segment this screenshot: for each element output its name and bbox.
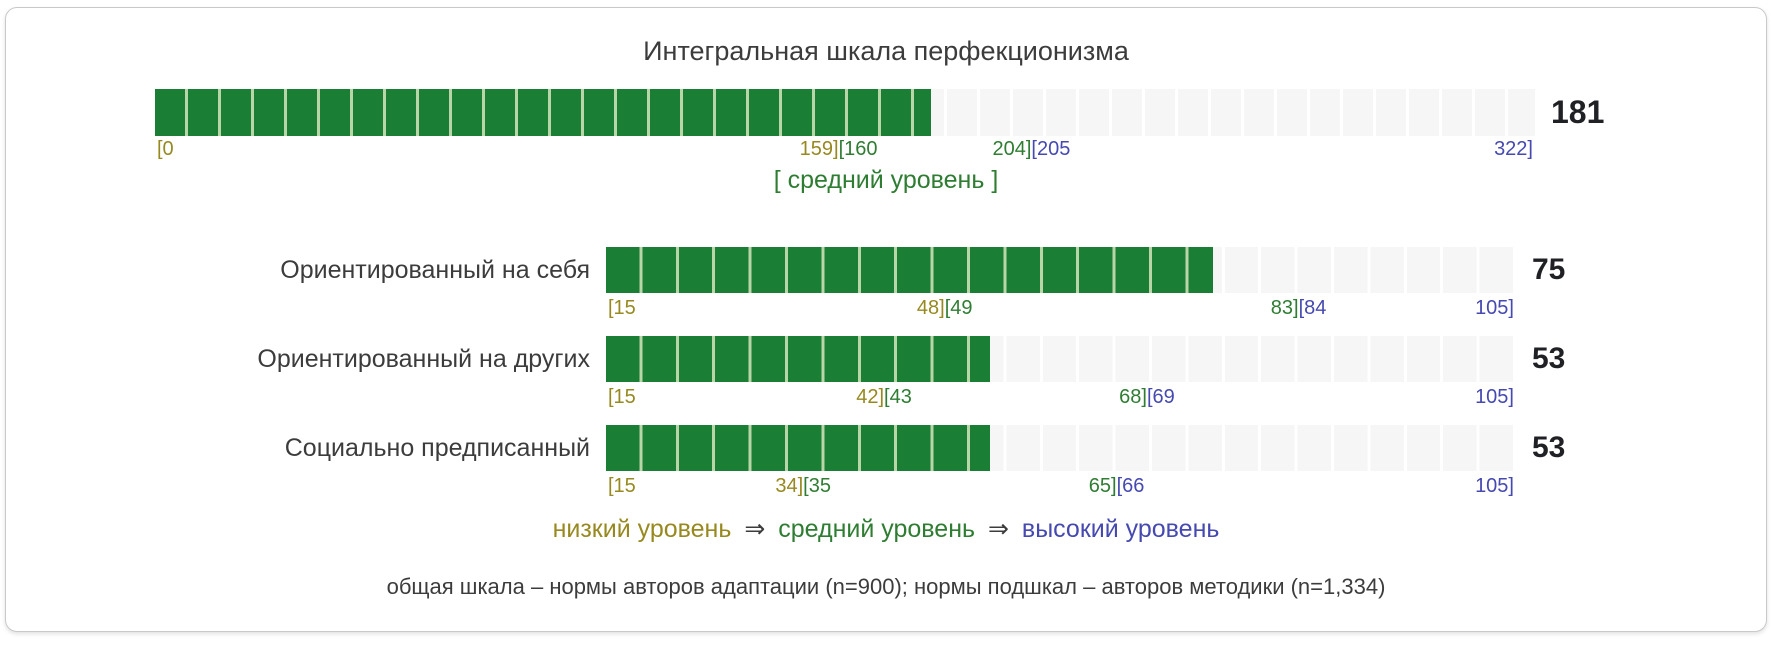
tick-range-start: [15 [608, 297, 636, 319]
tick-text: [84 [1298, 297, 1327, 319]
total-scale-bar-fill [155, 89, 931, 136]
legend-high-level: высокий уровень [1021, 515, 1220, 543]
total-bar-row: 181 [155, 89, 1625, 136]
subscale-bar-col: [15 42][43 68][69 105] [606, 336, 1516, 408]
tick-text: 65] [1088, 475, 1117, 497]
tick-text: 204] [992, 138, 1032, 160]
subscale-ticks: [15 34][35 65][66 105] [606, 473, 1516, 497]
tick-text: [69 [1146, 386, 1175, 408]
results-card: Интегральная шкала перфекционизма 181 [0… [5, 7, 1767, 632]
subscale-ticks: [15 48][49 83][84 105] [606, 295, 1516, 319]
level-label: [ средний уровень ] [773, 166, 999, 194]
subscale-label: Ориентированный на других [257, 345, 590, 373]
tick-text: 159] [799, 138, 839, 160]
subscale-score-value: 53 [1532, 342, 1566, 375]
subscale-bar-fill [606, 336, 991, 382]
tick-text: 48] [916, 297, 945, 319]
tick-boundary-low-mid: 34][35 [775, 473, 831, 499]
subscale-bar [606, 336, 1516, 382]
tick-range-end: 105] [1475, 386, 1514, 408]
total-scale-section: 181 [0 159][160 204][205 322] [155, 89, 1625, 164]
legend-low-level: низкий уровень [552, 515, 732, 543]
subscale-row: Ориентированный на себя [15 48][49 83][8… [6, 247, 1766, 319]
norms-footnote: общая шкала – нормы авторов адаптации (n… [386, 574, 1386, 599]
tick-boundary-low-mid: 42][43 [856, 384, 912, 410]
tick-range-start: [0 [157, 138, 174, 160]
tick-text: [160 [838, 138, 878, 160]
total-scale-bar [155, 89, 1535, 136]
subscale-bar-fill [606, 247, 1213, 293]
tick-text: [205 [1031, 138, 1071, 160]
subscale-label: Социально предписанный [284, 434, 590, 462]
tick-boundary-low-mid: 159][160 [800, 136, 878, 162]
subscale-bar [606, 425, 1516, 471]
subscale-bar-col: [15 48][49 83][84 105] [606, 247, 1516, 319]
tick-text: [43 [884, 386, 912, 408]
subscale-row: Ориентированный на других [15 42][43 68]… [6, 336, 1766, 408]
tick-range-end: 105] [1475, 475, 1514, 497]
subscale-label: Ориентированный на себя [280, 256, 590, 284]
tick-boundary-mid-high: 68][69 [1119, 384, 1175, 410]
tick-text: 42] [856, 386, 885, 408]
tick-text: [49 [944, 297, 973, 319]
tick-boundary-mid-high: 65][66 [1089, 473, 1145, 499]
subscales-section: Ориентированный на себя [15 48][49 83][8… [6, 247, 1766, 497]
total-scale-ticks: [0 159][160 204][205 322] [155, 136, 1535, 164]
tick-text: [35 [803, 475, 831, 497]
arrow-right-icon: ⇒ [988, 515, 1009, 543]
tick-boundary-mid-high: 204][205 [992, 136, 1070, 162]
tick-text: 83] [1270, 297, 1299, 319]
tick-range-end: 322] [1494, 138, 1533, 160]
tick-text: 34] [775, 475, 804, 497]
levels-legend: низкий уровень ⇒ средний уровень ⇒ высок… [6, 514, 1766, 544]
subscale-score-value: 75 [1532, 253, 1566, 286]
subscale-row: Социально предписанный [15 34][35 65][66… [6, 425, 1766, 497]
page-title: Интегральная шкала перфекционизма [643, 36, 1129, 66]
tick-range-start: [15 [608, 386, 636, 408]
total-score-value: 181 [1551, 94, 1605, 130]
subscale-bar-col: [15 34][35 65][66 105] [606, 425, 1516, 497]
tick-range-start: [15 [608, 475, 636, 497]
tick-boundary-mid-high: 83][84 [1271, 295, 1327, 321]
tick-boundary-low-mid: 48][49 [917, 295, 973, 321]
tick-text: [66 [1116, 475, 1145, 497]
subscale-bar [606, 247, 1516, 293]
subscale-bar-fill [606, 425, 991, 471]
tick-text: 68] [1119, 386, 1147, 408]
subscale-score-value: 53 [1532, 431, 1566, 464]
legend-medium-level: средний уровень [778, 515, 976, 543]
arrow-right-icon: ⇒ [744, 515, 766, 543]
subscale-ticks: [15 42][43 68][69 105] [606, 384, 1516, 408]
tick-range-end: 105] [1475, 297, 1514, 319]
